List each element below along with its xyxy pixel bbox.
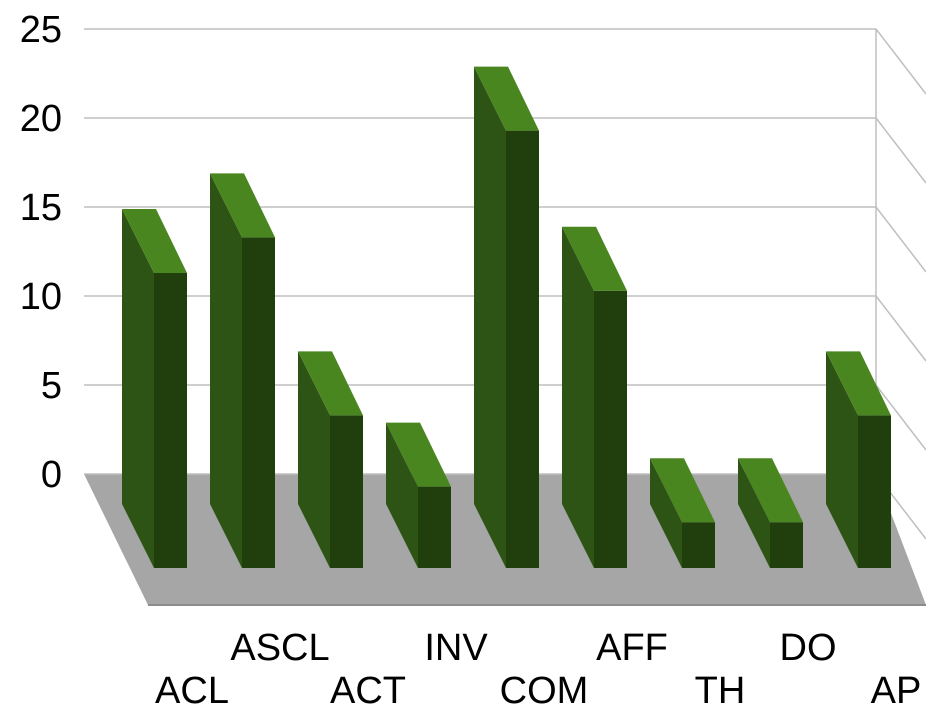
bar-left-face <box>826 351 858 568</box>
gridline-side <box>875 206 926 273</box>
y-tick-label: 5 <box>41 365 62 407</box>
bar-front-face <box>506 130 539 568</box>
bar-front-face <box>330 415 363 568</box>
x-tick-label: AP <box>871 670 922 709</box>
x-tick-label: AFF <box>596 627 668 669</box>
bar <box>386 422 451 568</box>
y-tick-label: 25 <box>20 9 62 51</box>
y-tick-labels: 0 5 10 15 20 25 <box>20 9 62 496</box>
x-tick-label: DO <box>780 627 837 669</box>
bar-front-face <box>418 486 451 568</box>
bar-front-face <box>682 522 715 568</box>
x-tick-label: TH <box>695 670 746 709</box>
gridline-side <box>875 117 926 184</box>
x-tick-label: ASCL <box>230 627 329 669</box>
bar-front-face <box>242 237 275 568</box>
bar-left-face <box>122 209 154 568</box>
x-tick-label: ACT <box>330 670 406 709</box>
bar-front-face <box>858 415 891 568</box>
bar-front-face <box>770 522 803 568</box>
y-tick-label: 20 <box>20 98 62 140</box>
gridline-side <box>875 384 926 451</box>
x-tick-label: COM <box>500 670 589 709</box>
bar <box>650 458 715 568</box>
bar-left-face <box>210 173 242 568</box>
bar <box>298 351 363 568</box>
bar <box>474 66 539 568</box>
x-tick-label: ACL <box>155 670 229 709</box>
bar-left-face <box>474 66 506 568</box>
gridline-side <box>875 28 926 95</box>
bar-top-face <box>386 422 451 487</box>
bar <box>826 351 891 568</box>
y-tick-label: 0 <box>41 454 62 496</box>
bar-left-face <box>738 458 770 568</box>
bar-top-face <box>650 458 715 523</box>
bar-left-face <box>386 422 418 568</box>
bar-front-face <box>154 273 187 568</box>
gridline-side <box>875 295 926 362</box>
bars-group <box>122 66 891 569</box>
bar <box>738 458 803 568</box>
bar-top-face <box>474 66 539 131</box>
bar-front-face <box>594 290 627 568</box>
bar-top-face <box>122 209 187 273</box>
bar <box>122 209 187 568</box>
bar-left-face <box>650 458 682 568</box>
bar-top-face <box>826 351 891 416</box>
x-tick-label: INV <box>424 627 488 669</box>
bar <box>210 173 275 568</box>
y-tick-label: 10 <box>20 276 62 318</box>
bar <box>562 226 627 569</box>
bar-top-face <box>738 458 803 523</box>
bar-left-face <box>298 351 330 568</box>
bar-top-face <box>298 351 363 416</box>
bar-top-face <box>562 226 627 291</box>
bar-left-face <box>562 226 594 569</box>
bar-top-face <box>210 173 275 238</box>
y-tick-label: 15 <box>20 187 62 229</box>
